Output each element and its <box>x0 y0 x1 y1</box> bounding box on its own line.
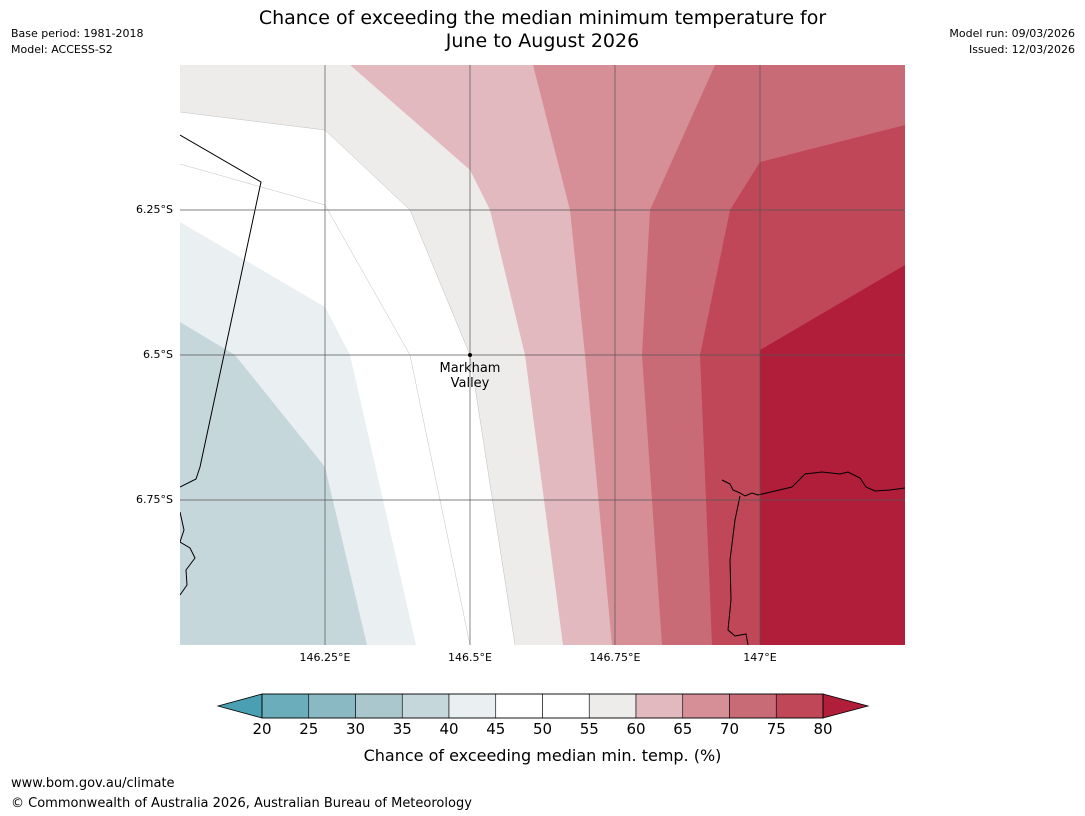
issued-text: Issued: 12/03/2026 <box>968 43 1075 56</box>
colorbar-tick-label: 45 <box>486 720 506 738</box>
lon-label-147: 147°E <box>743 651 777 664</box>
title-line-2: June to August 2026 <box>445 30 640 52</box>
colorbar-tick-label: 55 <box>579 720 599 738</box>
coastline <box>180 134 905 645</box>
colorbar-segment <box>401 693 450 719</box>
colorbar-tick-label: 60 <box>626 720 646 738</box>
place-name-line-2: Valley <box>450 376 490 391</box>
meta-left: Base period: 1981-2018 Model: ACCESS-S2 <box>11 26 143 58</box>
title-line-1: Chance of exceeding the median minimum t… <box>258 7 827 29</box>
colorbar-tick-label: 20 <box>252 720 272 738</box>
footer-url[interactable]: www.bom.gov.au/climate <box>11 776 175 791</box>
colorbar-segment <box>308 693 356 719</box>
lon-label-146-25: 146.25°E <box>299 651 351 664</box>
colorbar-tick-label: 75 <box>766 720 786 738</box>
place-label: Markham Valley <box>420 361 520 391</box>
colorbar-segment <box>261 693 310 719</box>
colorbar <box>216 693 870 719</box>
colorbar-tick-label: 70 <box>719 720 740 738</box>
colorbar-tick-label: 80 <box>813 720 833 738</box>
model-text: Model: ACCESS-S2 <box>11 43 113 56</box>
colorbar-segment <box>448 693 497 719</box>
lat-label-6-25: 6.25°S <box>136 203 173 216</box>
colorbar-segment <box>682 693 730 719</box>
colorbar-tick-label: 30 <box>345 720 366 738</box>
map-title: Chance of exceeding the median minimum t… <box>180 7 905 53</box>
colorbar-segment <box>588 693 637 719</box>
lat-label-6-75: 6.75°S <box>136 493 173 506</box>
colorbar-high-extension <box>822 693 870 719</box>
colorbar-tick-label: 40 <box>439 720 459 738</box>
colorbar-segment <box>775 693 824 719</box>
colorbar-segment <box>542 693 590 719</box>
colorbar-segment <box>729 693 777 719</box>
colorbar-tick-label: 50 <box>532 720 553 738</box>
colorbar-label: Chance of exceeding median min. temp. (%… <box>363 746 722 765</box>
place-marker[interactable] <box>468 353 472 357</box>
colorbar-segment <box>495 693 543 719</box>
base-period-text: Base period: 1981-2018 <box>11 27 144 40</box>
place-name-line-1: Markham <box>439 361 501 376</box>
lon-label-146-75: 146.75°E <box>589 651 641 664</box>
lon-label-146-5: 146.5°E <box>448 651 492 664</box>
graticule <box>180 65 905 645</box>
colorbar-segment <box>635 693 684 719</box>
colorbar-low-extension <box>216 693 263 719</box>
contour-35-40 <box>180 322 367 645</box>
colorbar-tick-label: 65 <box>673 720 693 738</box>
meta-right: Model run: 09/03/2026 Issued: 12/03/2026 <box>949 26 1075 58</box>
model-run-text: Model run: 09/03/2026 <box>949 27 1075 40</box>
contour-above-80 <box>760 265 905 645</box>
colorbar-segment <box>355 693 403 719</box>
lat-label-6-5: 6.5°S <box>143 348 173 361</box>
colorbar-tick-label: 25 <box>299 720 319 738</box>
colorbar-tick-label: 35 <box>392 720 412 738</box>
footer-copyright: © Commonwealth of Australia 2026, Austra… <box>11 796 472 811</box>
